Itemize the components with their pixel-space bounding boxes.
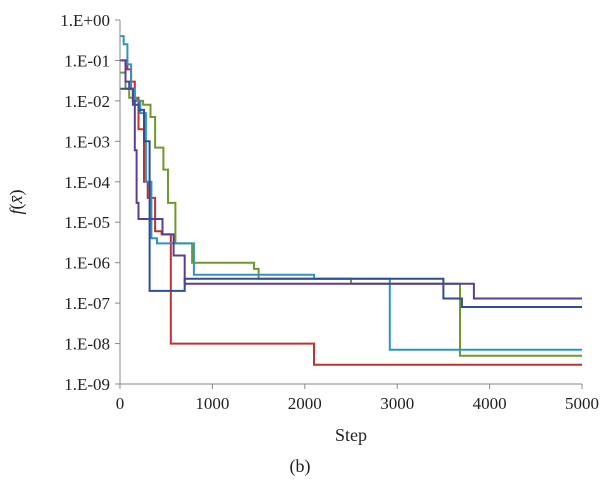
x-tick-label: 5000 [565,394,599,413]
series-line-2 [120,71,582,357]
y-tick-label: 1.E-05 [64,213,110,232]
x-tick-label: 1000 [195,394,229,413]
y-tick-label: 1.E-04 [64,173,110,192]
y-tick-label: 1.E-09 [64,375,110,394]
x-axis-title: Step [335,425,367,445]
y-tick-label: 1.E+00 [60,11,110,30]
x-tick-label: 3000 [380,394,414,413]
series-line-5 [120,59,582,300]
y-tick-label: 1.E-02 [64,92,110,111]
y-tick-label: 1.E-08 [64,335,110,354]
y-tick-label: 1.E-06 [64,254,110,273]
x-tick-label: 0 [116,394,125,413]
x-tick-label: 2000 [288,394,322,413]
y-axis-title-close: ) [6,189,27,195]
axes-layer [119,20,582,385]
y-axis-title-f: f [6,207,26,215]
y-axis-title-var: x̄ [6,195,26,204]
figure-caption: (b) [290,456,311,477]
series-line-1 [120,59,582,366]
y-axis-title-open: ( [6,203,27,209]
ticks-layer: 0 1000 2000 3000 4000 5000 1.E+00 1.E-01 1.E-02 1… [60,11,599,413]
x-tick-label: 4000 [473,394,507,413]
y-tick-label: 1.E-01 [64,51,110,70]
y-tick-label: 1.E-03 [64,132,110,151]
series-line-3 [120,35,582,351]
series-layer [120,35,582,366]
y-axis-title: f(x̄) [6,189,27,214]
series-line-4 [120,87,582,308]
y-tick-label: 1.E-07 [64,294,110,313]
